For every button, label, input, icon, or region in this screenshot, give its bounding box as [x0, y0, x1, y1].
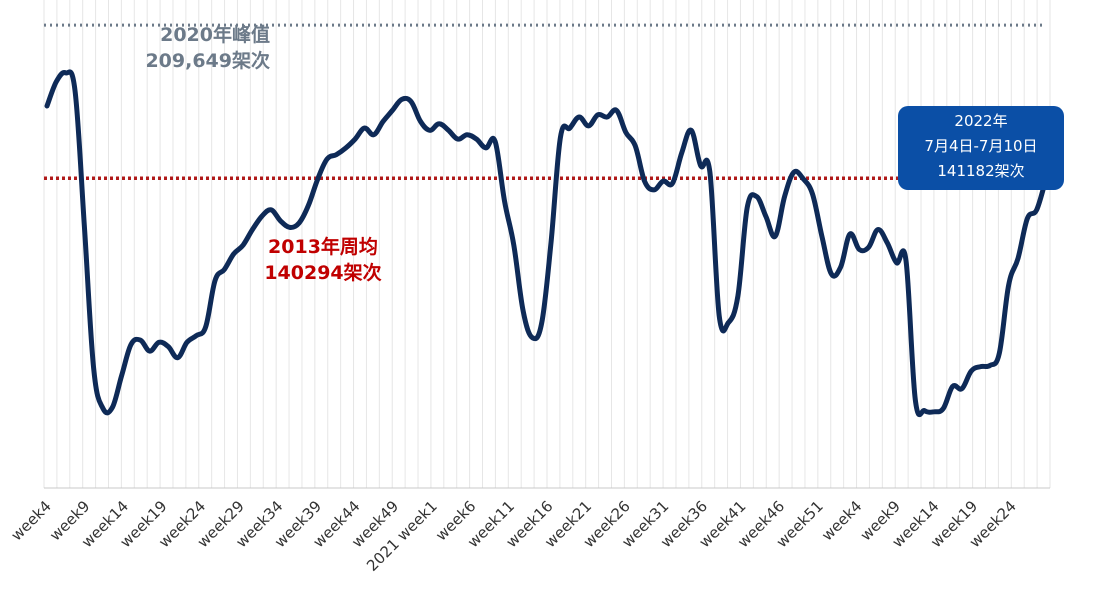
- callout-value: 141182架次: [937, 162, 1025, 180]
- peak-annotation: 2020年峰值 209,649架次: [130, 22, 270, 74]
- peak-annotation-title: 2020年峰值: [160, 24, 270, 46]
- callout-year: 2022年: [954, 112, 1008, 130]
- vertical-gridlines: [43, 0, 1051, 488]
- x-tick-label: week4: [818, 497, 865, 544]
- baseline-annotation: 2013年周均 140294架次: [248, 234, 398, 286]
- callout-dates: 7月4日-7月10日: [924, 137, 1038, 155]
- peak-annotation-value: 209,649架次: [145, 50, 270, 72]
- baseline-annotation-value: 140294架次: [264, 262, 382, 284]
- x-axis-tick-labels: week4week9week14week19week24week29week34…: [7, 497, 1019, 575]
- series-line: [44, 69, 1049, 417]
- latest-week-callout: 2022年 7月4日-7月10日 141182架次: [898, 106, 1064, 190]
- baseline-annotation-title: 2013年周均: [268, 236, 378, 258]
- x-tick-label: week4: [7, 497, 54, 544]
